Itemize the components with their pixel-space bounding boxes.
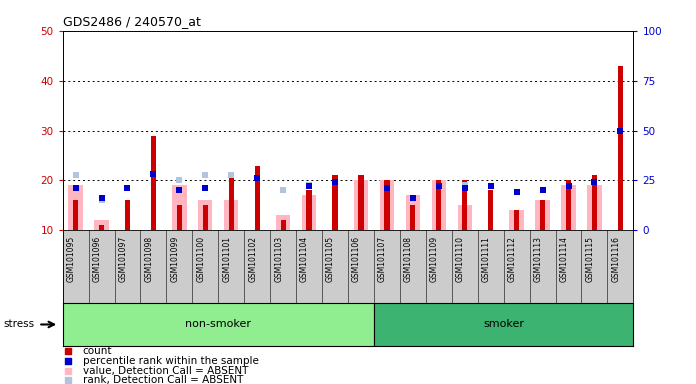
Point	[63, 358, 74, 364]
Text: GDS2486 / 240570_at: GDS2486 / 240570_at	[63, 15, 200, 28]
Bar	[224, 200, 239, 230]
Bar	[198, 200, 212, 230]
Bar	[592, 175, 597, 230]
Bar	[151, 136, 156, 230]
Bar	[509, 210, 524, 230]
Bar	[99, 225, 104, 230]
Point	[252, 175, 263, 182]
Bar	[306, 190, 312, 230]
Bar	[354, 180, 368, 230]
Text: GSM101115: GSM101115	[585, 236, 594, 282]
Point	[226, 172, 237, 179]
Point	[200, 172, 211, 179]
Text: GSM101107: GSM101107	[378, 236, 387, 282]
Bar	[514, 210, 519, 230]
Text: rank, Detection Call = ABSENT: rank, Detection Call = ABSENT	[83, 375, 243, 384]
Text: value, Detection Call = ABSENT: value, Detection Call = ABSENT	[83, 366, 248, 376]
Bar	[73, 200, 78, 230]
Bar	[488, 190, 493, 230]
Text: GSM101106: GSM101106	[352, 236, 361, 282]
Bar	[384, 180, 390, 230]
Bar	[566, 180, 571, 230]
Point	[96, 197, 107, 204]
Bar	[540, 200, 545, 230]
Point	[303, 184, 315, 190]
Text: GSM101111: GSM101111	[482, 236, 491, 282]
Text: GSM101116: GSM101116	[611, 236, 620, 282]
Bar	[462, 180, 467, 230]
Bar	[562, 185, 576, 230]
Text: GSM101103: GSM101103	[274, 236, 283, 282]
Point	[615, 127, 626, 134]
Text: non-smoker: non-smoker	[185, 319, 251, 329]
Bar	[432, 180, 446, 230]
Text: smoker: smoker	[483, 319, 524, 329]
Bar	[280, 220, 286, 230]
Bar	[535, 200, 550, 230]
Point	[563, 184, 574, 190]
Point	[70, 172, 81, 179]
Point	[278, 187, 289, 194]
Point	[459, 185, 470, 192]
Bar	[618, 66, 623, 230]
Text: GSM101098: GSM101098	[145, 236, 153, 282]
Text: GSM101112: GSM101112	[507, 236, 516, 282]
Text: GSM101113: GSM101113	[534, 236, 543, 282]
Text: stress: stress	[3, 319, 35, 329]
Point	[511, 189, 522, 195]
Bar	[68, 185, 83, 230]
Text: GSM101102: GSM101102	[248, 236, 258, 282]
Bar	[333, 175, 338, 230]
Bar	[457, 205, 472, 230]
Bar	[436, 180, 441, 230]
Bar	[125, 200, 130, 230]
Point	[122, 185, 133, 192]
Text: GSM101108: GSM101108	[404, 236, 413, 282]
Point	[537, 187, 548, 194]
Point	[174, 187, 185, 194]
Bar	[410, 205, 416, 230]
Text: GSM101110: GSM101110	[456, 236, 465, 282]
Point	[148, 171, 159, 177]
Point	[70, 185, 81, 192]
Text: GSM101096: GSM101096	[93, 236, 102, 283]
Bar	[229, 175, 234, 230]
Point	[200, 185, 211, 192]
Bar	[358, 175, 363, 230]
Text: percentile rank within the sample: percentile rank within the sample	[83, 356, 258, 366]
Text: count: count	[83, 346, 112, 356]
Bar	[172, 185, 187, 230]
Point	[96, 195, 107, 202]
Point	[407, 195, 418, 202]
Bar	[276, 215, 290, 230]
Bar	[177, 205, 182, 230]
Text: GSM101109: GSM101109	[430, 236, 438, 282]
Point	[381, 185, 393, 192]
Point	[63, 367, 74, 374]
Text: GSM101099: GSM101099	[171, 236, 180, 283]
Point	[329, 179, 340, 185]
Bar	[255, 166, 260, 230]
Text: GSM101114: GSM101114	[560, 236, 569, 282]
Bar	[203, 205, 208, 230]
Bar	[587, 185, 601, 230]
Text: GSM101105: GSM101105	[326, 236, 335, 282]
Text: GSM101095: GSM101095	[67, 236, 76, 283]
Bar	[302, 195, 316, 230]
Bar	[380, 180, 394, 230]
Point	[174, 177, 185, 184]
Text: GSM101100: GSM101100	[196, 236, 205, 282]
Point	[433, 184, 444, 190]
Text: GSM101097: GSM101097	[118, 236, 127, 283]
Point	[63, 348, 74, 354]
Bar	[406, 195, 420, 230]
Point	[485, 184, 496, 190]
Text: GSM101101: GSM101101	[222, 236, 231, 282]
Point	[459, 182, 470, 189]
Point	[303, 182, 315, 189]
Text: GSM101104: GSM101104	[300, 236, 309, 282]
Bar	[95, 220, 109, 230]
Point	[589, 179, 600, 185]
Point	[63, 377, 74, 383]
